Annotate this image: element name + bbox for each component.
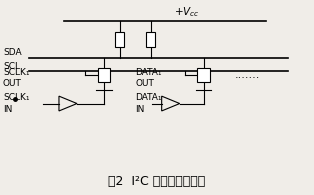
Bar [115,32,124,47]
Text: SCL: SCL [3,62,20,71]
Bar [198,68,210,82]
Bar [146,32,155,47]
Text: SCLK₁
OUT: SCLK₁ OUT [3,68,30,88]
Bar [98,68,110,82]
Text: .......: ....... [235,70,260,80]
Text: DATA₁
OUT: DATA₁ OUT [135,68,162,88]
Text: 图2  I²C 总线的器件连接: 图2 I²C 总线的器件连接 [108,175,206,188]
Text: SDA: SDA [3,48,22,57]
Text: DATA₁
IN: DATA₁ IN [135,93,162,114]
Text: SCLK₁
IN: SCLK₁ IN [3,93,30,114]
Text: +$V_{cc}$: +$V_{cc}$ [174,5,200,19]
